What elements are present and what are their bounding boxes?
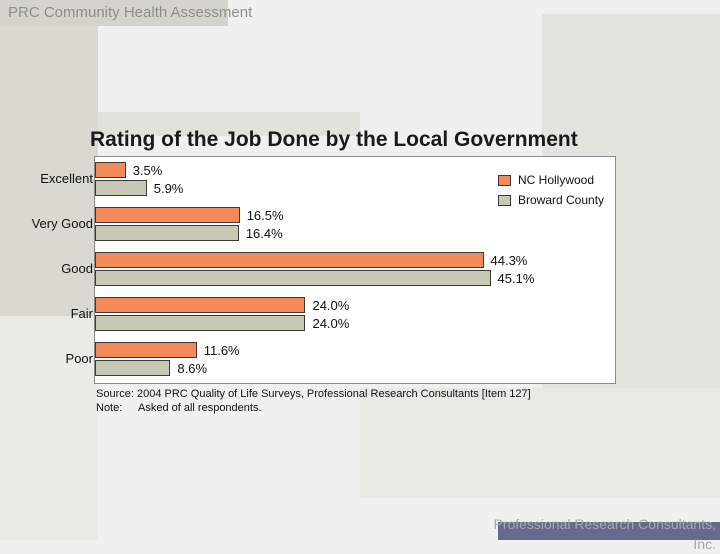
decorative-block <box>0 26 98 316</box>
chart-legend: NC Hollywood Broward County <box>498 170 622 210</box>
chart-title: Rating of the Job Done by the Local Gove… <box>90 128 578 151</box>
data-label: 45.1% <box>497 271 535 286</box>
bar-broward-county-very-good <box>95 225 239 241</box>
bar-broward-county-fair <box>95 315 306 331</box>
data-label: 16.5% <box>246 208 284 223</box>
data-label: 5.9% <box>153 181 184 196</box>
data-label: 8.6% <box>177 361 208 376</box>
legend-swatch-broward-county <box>498 194 511 206</box>
bar-broward-county-good <box>95 270 491 286</box>
legend-label: NC Hollywood <box>518 173 595 187</box>
bar-nc-hollywood-good <box>95 252 484 268</box>
data-label: 24.0% <box>312 298 350 313</box>
category-label: Fair <box>70 306 93 321</box>
slide-header-title: PRC Community Health Assessment <box>8 4 253 21</box>
data-label: 24.0% <box>312 316 350 331</box>
category-label: Very Good <box>31 216 93 231</box>
chart-note: Note: Asked of all respondents. <box>96 402 262 414</box>
category-label: Excellent <box>40 171 93 186</box>
data-label: 11.6% <box>203 343 240 358</box>
chart-source: Source: 2004 PRC Quality of Life Surveys… <box>96 388 531 400</box>
bar-nc-hollywood-poor <box>95 342 197 358</box>
bar-broward-county-poor <box>95 360 171 376</box>
category-label: Good <box>61 261 93 276</box>
footer-text: Professional Research Consultants, Inc. <box>493 516 716 552</box>
note-text: Asked of all respondents. <box>138 402 262 414</box>
header-band <box>0 0 228 26</box>
category-label: Poor <box>65 351 93 366</box>
legend-label: Broward County <box>518 193 605 207</box>
decorative-block <box>0 316 98 540</box>
note-label: Note: <box>96 402 123 414</box>
bar-nc-hollywood-fair <box>95 297 306 313</box>
decorative-block <box>360 388 720 498</box>
data-label: 16.4% <box>245 226 283 241</box>
legend-swatch-nc-hollywood <box>498 174 511 186</box>
legend-item-broward-county: Broward County <box>498 190 622 210</box>
data-label: 3.5% <box>132 163 163 178</box>
footer-band <box>498 522 720 540</box>
bar-nc-hollywood-excellent <box>95 162 126 178</box>
bar-nc-hollywood-very-good <box>95 207 240 223</box>
data-label: 44.3% <box>490 253 528 268</box>
bar-broward-county-excellent <box>95 180 147 196</box>
decorative-block <box>98 112 360 136</box>
legend-item-nc-hollywood: NC Hollywood <box>498 170 622 190</box>
